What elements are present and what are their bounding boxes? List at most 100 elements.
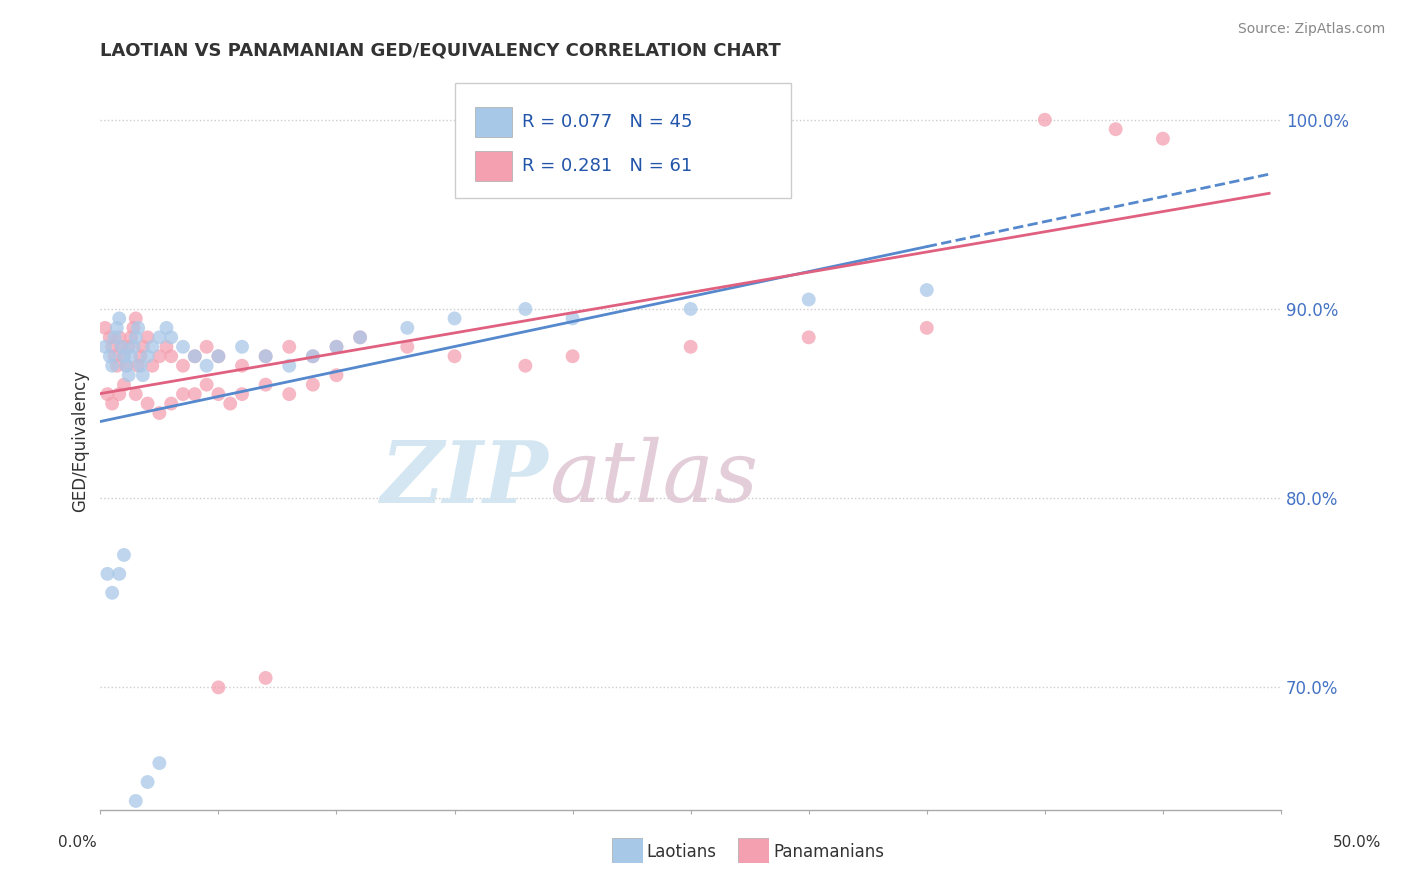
Point <box>108 311 131 326</box>
Point <box>112 349 135 363</box>
Point <box>679 301 702 316</box>
Point <box>105 359 128 373</box>
Point <box>207 349 229 363</box>
Text: Laotians: Laotians <box>647 843 717 861</box>
Point <box>112 349 135 363</box>
Point <box>125 330 148 344</box>
Point <box>396 321 419 335</box>
Point <box>129 359 152 373</box>
Point <box>515 359 537 373</box>
Point <box>184 387 207 401</box>
Point <box>118 340 141 354</box>
Point <box>302 349 325 363</box>
Point <box>136 349 159 363</box>
Point <box>184 349 207 363</box>
Point <box>915 283 938 297</box>
Point <box>219 396 242 410</box>
Point <box>136 396 159 410</box>
Point <box>136 775 159 789</box>
Point <box>160 330 183 344</box>
Point <box>155 321 177 335</box>
Point <box>105 321 128 335</box>
Point <box>129 349 152 363</box>
Point <box>101 359 124 373</box>
Point <box>254 349 277 363</box>
Point <box>195 377 218 392</box>
Point <box>278 340 301 354</box>
Point <box>561 311 583 326</box>
Point <box>302 377 325 392</box>
Point <box>108 387 131 401</box>
Point <box>278 387 301 401</box>
Point <box>132 340 155 354</box>
Point <box>278 359 301 373</box>
Point <box>101 586 124 600</box>
Point <box>127 321 149 335</box>
Text: atlas: atlas <box>548 437 758 520</box>
Point <box>141 359 163 373</box>
Point <box>1105 122 1128 136</box>
Point <box>115 359 138 373</box>
Point <box>125 794 148 808</box>
Text: Panamanians: Panamanians <box>773 843 884 861</box>
Point <box>325 340 347 354</box>
Point <box>679 340 702 354</box>
Bar <box>475 107 512 136</box>
Point <box>160 349 183 363</box>
Point <box>148 330 170 344</box>
Point <box>125 311 148 326</box>
Point <box>160 396 183 410</box>
Point <box>148 756 170 770</box>
Point <box>101 396 124 410</box>
Point <box>172 340 194 354</box>
Point <box>96 566 118 581</box>
Point <box>108 566 131 581</box>
Y-axis label: GED/Equivalency: GED/Equivalency <box>72 370 89 513</box>
Text: 50.0%: 50.0% <box>1333 836 1381 850</box>
Point <box>254 377 277 392</box>
Point <box>231 340 253 354</box>
Point <box>141 340 163 354</box>
Point <box>254 349 277 363</box>
FancyBboxPatch shape <box>454 84 792 198</box>
Point <box>396 340 419 354</box>
Point <box>443 349 465 363</box>
Point <box>94 340 117 354</box>
Text: ZIP: ZIP <box>381 436 548 520</box>
Text: 0.0%: 0.0% <box>58 836 97 850</box>
Point <box>797 330 820 344</box>
Point <box>254 671 277 685</box>
Point <box>101 340 124 354</box>
Point <box>172 359 194 373</box>
Point <box>231 359 253 373</box>
Point <box>132 368 155 383</box>
Point <box>797 293 820 307</box>
Point <box>94 321 117 335</box>
Point <box>172 387 194 401</box>
Point <box>120 330 142 344</box>
Point <box>118 368 141 383</box>
Text: R = 0.077   N = 45: R = 0.077 N = 45 <box>522 113 692 131</box>
Point <box>195 359 218 373</box>
Text: LAOTIAN VS PANAMANIAN GED/EQUIVALENCY CORRELATION CHART: LAOTIAN VS PANAMANIAN GED/EQUIVALENCY CO… <box>100 42 782 60</box>
Point <box>302 349 325 363</box>
Point <box>148 406 170 420</box>
Point <box>561 349 583 363</box>
Point <box>110 340 132 354</box>
Point <box>515 301 537 316</box>
Point <box>1033 112 1056 127</box>
Point <box>443 311 465 326</box>
Point <box>195 340 218 354</box>
Text: Source: ZipAtlas.com: Source: ZipAtlas.com <box>1237 22 1385 37</box>
Point <box>103 330 125 344</box>
Point <box>96 387 118 401</box>
Point <box>127 359 149 373</box>
Point <box>349 330 371 344</box>
Text: R = 0.281   N = 61: R = 0.281 N = 61 <box>522 157 692 175</box>
Point <box>155 340 177 354</box>
Point <box>207 681 229 695</box>
Point <box>136 330 159 344</box>
Point <box>103 349 125 363</box>
Point <box>349 330 371 344</box>
Bar <box>475 152 512 181</box>
